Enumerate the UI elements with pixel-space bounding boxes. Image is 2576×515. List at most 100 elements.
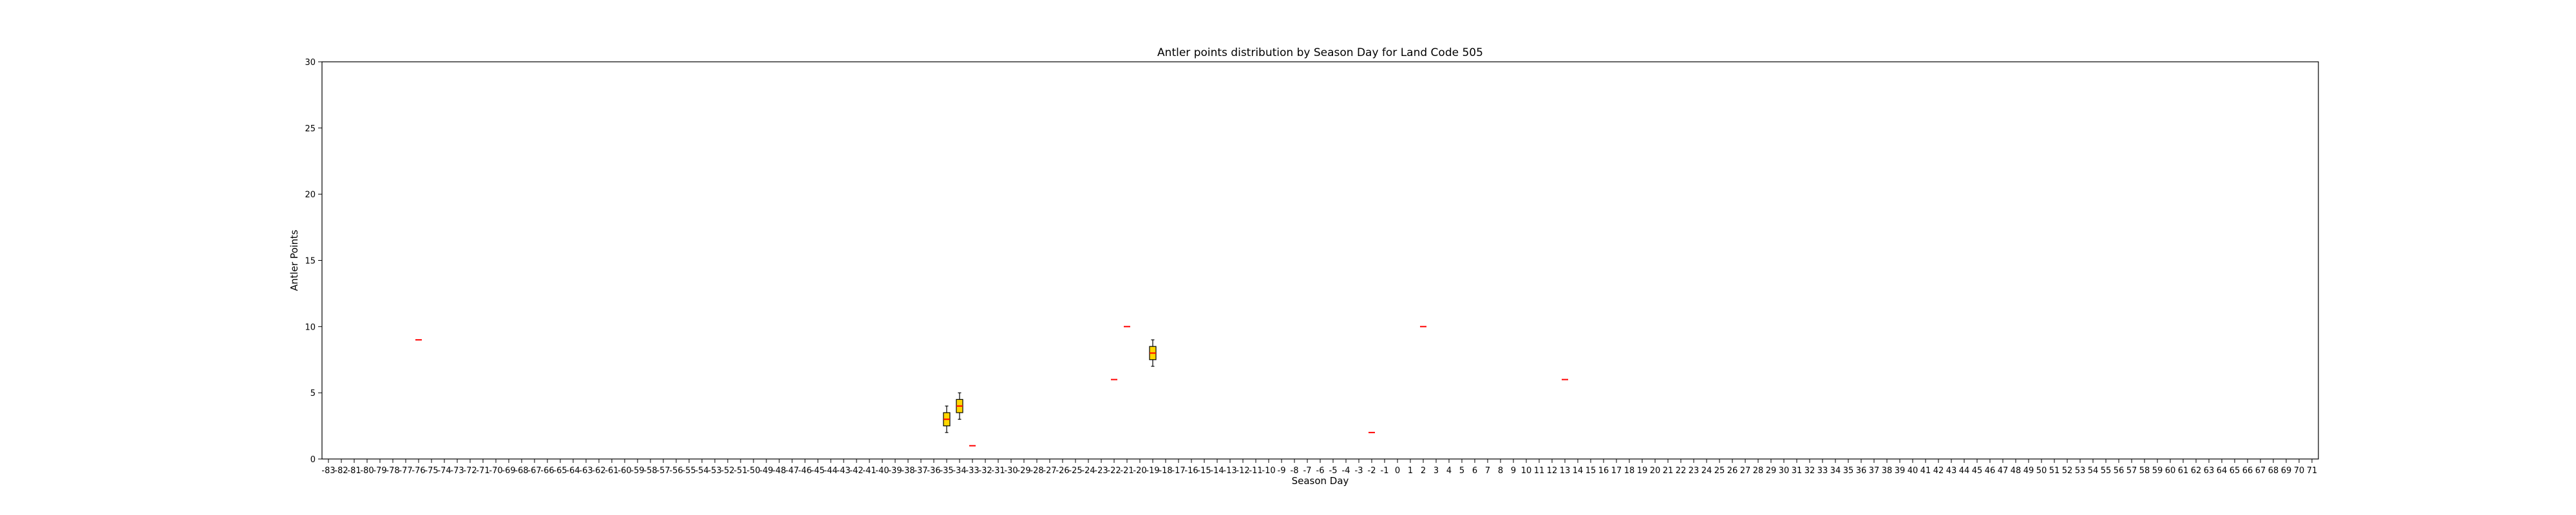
x-tick-label: 61 — [2178, 466, 2189, 476]
boxes-group — [415, 326, 1568, 447]
x-tick-label: -47 — [785, 466, 799, 476]
y-axis: 0 5 10 15 20 25 30 — [305, 58, 322, 465]
x-tick-label: 56 — [2114, 466, 2125, 476]
x-tick-label: 12 — [1547, 466, 1558, 476]
x-tick-label: 40 — [1908, 466, 1918, 476]
x-tick-label: 0 — [1395, 466, 1400, 476]
x-tick-label: -8 — [1291, 466, 1299, 476]
x-tick-label: 68 — [2268, 466, 2279, 476]
x-tick-label: 42 — [1933, 466, 1944, 476]
x-tick-label: -45 — [811, 466, 824, 476]
x-tick-label: -43 — [837, 466, 850, 476]
x-tick-label: -49 — [759, 466, 773, 476]
x-tick-label: 51 — [2049, 466, 2060, 476]
y-tick-label: 30 — [305, 58, 316, 68]
x-tick-label: 14 — [1573, 466, 1584, 476]
x-tick-label: 38 — [1882, 466, 1893, 476]
x-tick-label: 55 — [2101, 466, 2112, 476]
x-tick-label: -26 — [1056, 466, 1069, 476]
x-tick-label: -38 — [901, 466, 914, 476]
x-tick-label: 62 — [2191, 466, 2202, 476]
x-tick-label: -12 — [1236, 466, 1249, 476]
x-tick-label: 35 — [1843, 466, 1854, 476]
x-tick-label: -39 — [888, 466, 902, 476]
x-tick-label: -40 — [875, 466, 889, 476]
x-tick-label: -71 — [476, 466, 489, 476]
x-tick-label: -36 — [927, 466, 940, 476]
x-tick-label: -29 — [1017, 466, 1030, 476]
x-tick-label: -10 — [1262, 466, 1275, 476]
x-tick-label: -53 — [708, 466, 721, 476]
x-tick-label: -68 — [515, 466, 528, 476]
x-tick-label: -13 — [1223, 466, 1236, 476]
x-tick-label: 37 — [1869, 466, 1880, 476]
x-tick-label: 52 — [2062, 466, 2073, 476]
x-tick-label: 46 — [1985, 466, 1996, 476]
x-tick-label: 67 — [2255, 466, 2266, 476]
x-tick-label: -73 — [450, 466, 464, 476]
x-tick-label: 7 — [1485, 466, 1490, 476]
x-tick-label: -59 — [630, 466, 644, 476]
x-tick-label: -31 — [991, 466, 1005, 476]
x-tick-label: -58 — [643, 466, 657, 476]
x-tick-label: -11 — [1249, 466, 1262, 476]
x-tick-label: 19 — [1637, 466, 1648, 476]
x-tick-label: 28 — [1753, 466, 1764, 476]
x-tick-label: 44 — [1959, 466, 1970, 476]
x-tick-label: 34 — [1830, 466, 1841, 476]
x-tick-label: 45 — [1972, 466, 1983, 476]
y-tick-label: 5 — [310, 389, 316, 398]
x-tick-label: 71 — [2307, 466, 2318, 476]
x-tick-label: -44 — [824, 466, 837, 476]
x-tick-label: -30 — [1004, 466, 1018, 476]
x-tick-label: 6 — [1472, 466, 1477, 476]
chart-title: Antler points distribution by Season Day… — [1157, 46, 1483, 59]
x-tick-label: -22 — [1107, 466, 1121, 476]
x-tick-label: 13 — [1560, 466, 1571, 476]
x-tick-label: -25 — [1068, 466, 1082, 476]
x-tick-label: -52 — [721, 466, 734, 476]
x-tick-label: 63 — [2204, 466, 2215, 476]
x-tick-label: -55 — [682, 466, 696, 476]
x-tick-label: -21 — [1120, 466, 1133, 476]
x-tick-label: -80 — [360, 466, 374, 476]
x-tick-label: -63 — [579, 466, 592, 476]
x-tick-label: 8 — [1498, 466, 1503, 476]
x-tick-label: 9 — [1511, 466, 1516, 476]
x-tick-label: -81 — [347, 466, 361, 476]
x-tick-label: 3 — [1434, 466, 1439, 476]
x-axis-label: Season Day — [1292, 475, 1349, 487]
y-tick-label: 25 — [305, 124, 316, 134]
x-tick-label: 31 — [1792, 466, 1803, 476]
x-tick-label: -27 — [1043, 466, 1056, 476]
x-tick-label: -14 — [1210, 466, 1224, 476]
x-tick-label: -62 — [592, 466, 605, 476]
x-tick-label: 15 — [1586, 466, 1596, 476]
x-tick-label: 18 — [1624, 466, 1635, 476]
y-tick-label: 20 — [305, 191, 316, 200]
x-tick-label: 54 — [2088, 466, 2099, 476]
x-tick-label: -75 — [424, 466, 438, 476]
x-tick-label: 25 — [1714, 466, 1725, 476]
x-tick-label: -51 — [734, 466, 747, 476]
y-tick-label: 10 — [305, 323, 316, 332]
x-tick-label: 47 — [1998, 466, 2009, 476]
x-tick-label: -67 — [527, 466, 541, 476]
x-tick-label: 2 — [1421, 466, 1426, 476]
x-tick-label: -56 — [669, 466, 683, 476]
x-tick-label: 53 — [2075, 466, 2086, 476]
x-tick-label: -74 — [437, 466, 451, 476]
x-tick-label: -66 — [540, 466, 554, 476]
x-tick-label: -65 — [553, 466, 567, 476]
x-tick-label: -42 — [849, 466, 863, 476]
x-tick-label: -16 — [1184, 466, 1198, 476]
x-tick-label: -72 — [463, 466, 477, 476]
x-tick-label: -76 — [412, 466, 425, 476]
x-tick-label: -17 — [1171, 466, 1185, 476]
box-day--34 — [956, 392, 963, 420]
x-tick-label: 66 — [2242, 466, 2253, 476]
x-tick-label: 64 — [2217, 466, 2228, 476]
x-tick-label: 30 — [1779, 466, 1790, 476]
x-tick-label: 21 — [1663, 466, 1674, 476]
x-tick-label: -79 — [373, 466, 386, 476]
